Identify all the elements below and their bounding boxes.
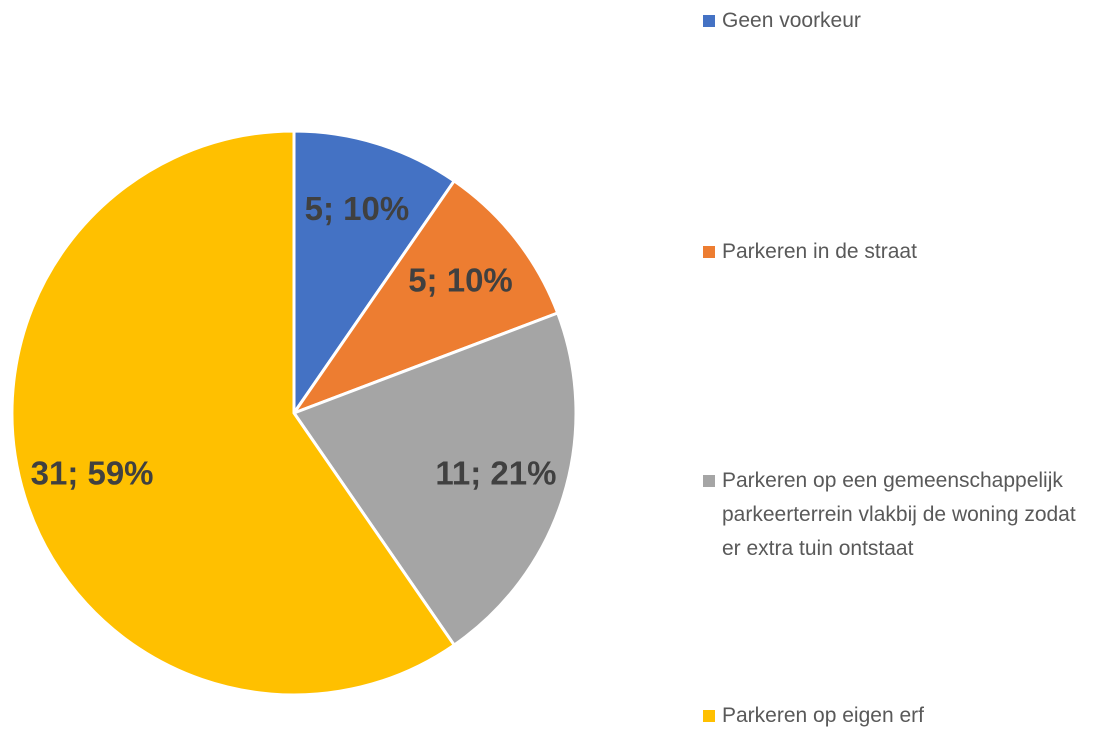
legend-item: Parkeren op een gemeenschappelijk parkee…	[703, 464, 1095, 566]
legend-label: Parkeren in de straat	[722, 240, 917, 263]
data-label: 31; 59%	[31, 455, 154, 492]
legend-swatch	[703, 246, 715, 258]
legend-label: Parkeren op eigen erf	[722, 704, 924, 727]
data-label: 5; 10%	[305, 190, 410, 227]
legend-label: Geen voorkeur	[722, 9, 861, 32]
legend-item: Geen voorkeur	[703, 4, 1095, 38]
legend-item: Parkeren op eigen erf	[703, 699, 1095, 729]
pie-slice	[290, 178, 560, 417]
legend-swatch	[703, 710, 715, 722]
legend-label: Parkeren op een gemeenschappelijk parkee…	[722, 469, 1076, 560]
pie-slice	[291, 311, 578, 648]
pie-slice	[292, 129, 457, 418]
legend-swatch	[703, 15, 715, 27]
data-label: 11; 21%	[435, 455, 556, 492]
data-label: 5; 10%	[408, 261, 513, 298]
pie-slice	[10, 129, 457, 697]
legend-swatch	[703, 475, 715, 487]
legend-item: Parkeren in de straat	[703, 235, 1095, 269]
